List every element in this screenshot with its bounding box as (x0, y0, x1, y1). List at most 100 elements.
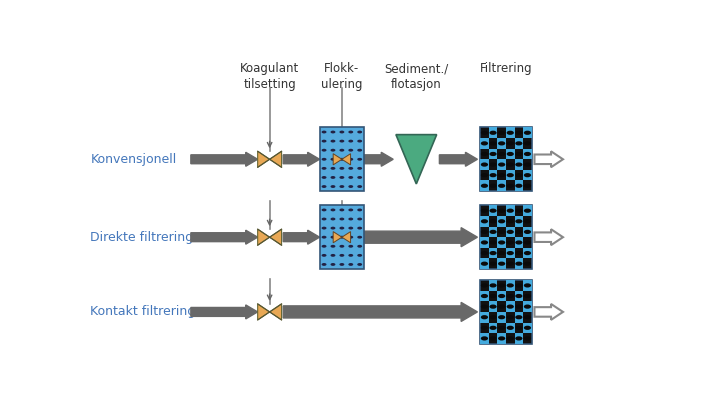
Circle shape (524, 240, 531, 244)
Circle shape (507, 240, 514, 244)
Circle shape (331, 218, 335, 221)
FancyBboxPatch shape (489, 301, 497, 312)
Circle shape (507, 209, 514, 213)
Polygon shape (534, 229, 563, 245)
Circle shape (498, 326, 505, 330)
Polygon shape (270, 151, 282, 167)
Circle shape (481, 261, 488, 266)
Circle shape (515, 209, 522, 213)
Text: Flokk-
ulering: Flokk- ulering (321, 62, 362, 91)
Circle shape (331, 131, 335, 133)
Circle shape (358, 218, 362, 221)
Polygon shape (333, 154, 342, 165)
Circle shape (348, 227, 353, 230)
FancyBboxPatch shape (480, 128, 532, 191)
FancyBboxPatch shape (480, 180, 489, 191)
FancyBboxPatch shape (489, 170, 497, 180)
FancyBboxPatch shape (506, 205, 515, 216)
Circle shape (515, 152, 522, 156)
Circle shape (339, 227, 344, 230)
Circle shape (515, 261, 522, 266)
Circle shape (489, 240, 496, 244)
Circle shape (524, 315, 531, 319)
FancyBboxPatch shape (489, 280, 497, 291)
Circle shape (507, 162, 514, 167)
Polygon shape (191, 305, 258, 319)
Polygon shape (396, 135, 437, 184)
Circle shape (489, 162, 496, 167)
FancyBboxPatch shape (489, 128, 497, 138)
Circle shape (322, 245, 327, 248)
FancyBboxPatch shape (480, 216, 489, 227)
Circle shape (322, 236, 327, 239)
Circle shape (358, 140, 362, 142)
FancyBboxPatch shape (506, 227, 515, 237)
Circle shape (348, 209, 353, 211)
Circle shape (489, 152, 496, 156)
Circle shape (348, 158, 353, 161)
Circle shape (498, 131, 505, 135)
Circle shape (481, 315, 488, 319)
FancyBboxPatch shape (515, 180, 523, 191)
Circle shape (481, 219, 488, 223)
Circle shape (481, 173, 488, 177)
FancyBboxPatch shape (497, 291, 506, 301)
FancyBboxPatch shape (506, 323, 515, 333)
FancyBboxPatch shape (489, 149, 497, 159)
Circle shape (515, 173, 522, 177)
Circle shape (498, 304, 505, 309)
Circle shape (358, 131, 362, 133)
Circle shape (358, 254, 362, 257)
FancyBboxPatch shape (480, 205, 532, 269)
Circle shape (489, 131, 496, 135)
Circle shape (515, 251, 522, 255)
FancyBboxPatch shape (523, 170, 532, 180)
Circle shape (322, 140, 327, 142)
Circle shape (524, 152, 531, 156)
Circle shape (331, 236, 335, 239)
Circle shape (331, 209, 335, 211)
Polygon shape (534, 151, 563, 167)
Polygon shape (333, 232, 342, 243)
Circle shape (498, 219, 505, 223)
Circle shape (322, 185, 327, 188)
Circle shape (515, 131, 522, 135)
Circle shape (498, 283, 505, 287)
Circle shape (524, 304, 531, 309)
FancyBboxPatch shape (515, 312, 523, 323)
Circle shape (489, 283, 496, 287)
FancyBboxPatch shape (480, 291, 489, 301)
FancyBboxPatch shape (523, 205, 532, 216)
Text: Konvensjonell: Konvensjonell (90, 153, 177, 166)
Text: Direkte filtrering: Direkte filtrering (90, 231, 193, 244)
FancyBboxPatch shape (506, 248, 515, 259)
Circle shape (515, 219, 522, 223)
Circle shape (489, 219, 496, 223)
Circle shape (348, 185, 353, 188)
Circle shape (481, 131, 488, 135)
FancyBboxPatch shape (515, 333, 523, 344)
FancyBboxPatch shape (523, 128, 532, 138)
Circle shape (358, 158, 362, 161)
Polygon shape (258, 304, 270, 320)
Circle shape (339, 131, 344, 133)
Circle shape (515, 294, 522, 298)
Circle shape (524, 283, 531, 287)
Circle shape (348, 149, 353, 152)
Circle shape (498, 230, 505, 234)
Circle shape (524, 294, 531, 298)
Circle shape (515, 315, 522, 319)
Circle shape (348, 236, 353, 239)
Circle shape (524, 162, 531, 167)
Circle shape (507, 315, 514, 319)
Circle shape (322, 149, 327, 152)
Circle shape (339, 149, 344, 152)
Circle shape (507, 283, 514, 287)
Circle shape (339, 218, 344, 221)
Circle shape (515, 326, 522, 330)
Circle shape (331, 149, 335, 152)
Circle shape (481, 240, 488, 244)
Circle shape (524, 261, 531, 266)
FancyBboxPatch shape (480, 138, 489, 149)
Circle shape (348, 131, 353, 133)
